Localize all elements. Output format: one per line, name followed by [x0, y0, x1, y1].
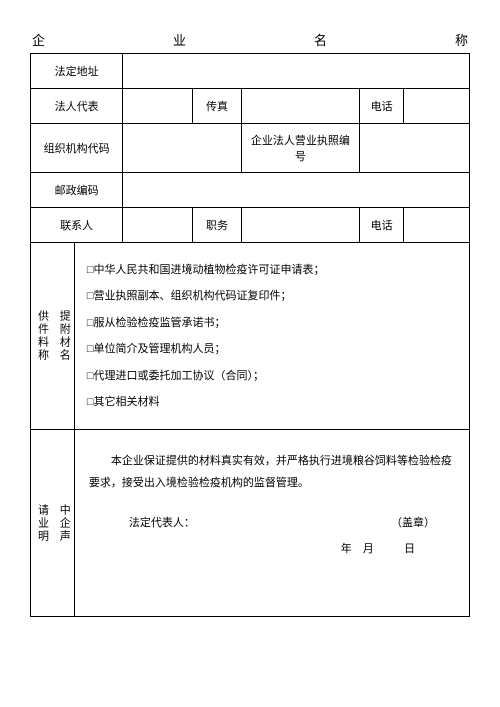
material-item-4: □单位简介及管理机构人员；	[87, 336, 457, 362]
field-contact[interactable]	[123, 208, 193, 243]
label-contact: 联系人	[31, 208, 123, 243]
form-page: 企 业 名 称 法定地址 法人代表 传真 电话 组织机构代码 企业法人营业执照编…	[0, 0, 500, 647]
field-license[interactable]	[360, 124, 470, 173]
label-tel-1: 电话	[360, 89, 404, 124]
material-item-6: □其它相关材料	[87, 389, 457, 415]
date-label: 年 月 日	[341, 538, 415, 560]
form-table: 法定地址 法人代表 传真 电话 组织机构代码 企业法人营业执照编号 邮政编码 联…	[30, 53, 470, 617]
title-char-4: 称	[455, 30, 468, 49]
label-post: 职务	[193, 208, 241, 243]
vlabel-mat-b: 提附材名	[53, 310, 73, 362]
label-address: 法定地址	[31, 54, 123, 89]
date-row: 年 月 日	[89, 534, 455, 560]
title-row: 企 业 名 称	[30, 30, 470, 53]
title-char-1: 企	[32, 30, 45, 49]
declaration-body: 本企业保证提供的材料真实有效，并严格执行进境粮谷饲料等检验检疫要求，接受出入境检…	[89, 450, 455, 494]
label-rep: 法人代表	[31, 89, 123, 124]
material-item-3: □服从检验检疫监管承诺书；	[87, 310, 457, 336]
field-fax[interactable]	[241, 89, 360, 124]
label-fax: 传真	[193, 89, 241, 124]
materials-list: □中华人民共和国进境动植物检疫许可证申请表； □营业执照副本、组织机构代码证复印…	[74, 243, 469, 430]
seal-label: （盖章）	[391, 512, 435, 534]
vlabel-decl-b: 中企声	[53, 504, 73, 543]
label-materials: 供件料称 提附材名	[31, 243, 75, 430]
rep-signature-label: 法定代表人：	[129, 512, 195, 534]
label-tel-2: 电话	[360, 208, 404, 243]
field-tel-1[interactable]	[404, 89, 470, 124]
field-orgcode[interactable]	[123, 124, 242, 173]
vlabel-mat-a: 供件料称	[32, 310, 52, 362]
label-orgcode: 组织机构代码	[31, 124, 123, 173]
vlabel-decl-a: 请业明	[32, 504, 52, 543]
material-item-2: □营业执照副本、组织机构代码证复印件；	[87, 283, 457, 309]
material-item-5: □代理进口或委托加工协议（合同）；	[87, 363, 457, 389]
label-declaration: 请业明 中企声	[31, 430, 75, 617]
field-tel-2[interactable]	[404, 208, 470, 243]
label-postcode: 邮政编码	[31, 173, 123, 208]
field-rep[interactable]	[123, 89, 193, 124]
title-char-2: 业	[173, 30, 186, 49]
declaration-cell: 本企业保证提供的材料真实有效，并严格执行进境粮谷饲料等检验检疫要求，接受出入境检…	[74, 430, 469, 617]
field-address[interactable]	[123, 54, 470, 89]
signature-row: 法定代表人： （盖章）	[89, 512, 455, 534]
field-post[interactable]	[241, 208, 360, 243]
label-license: 企业法人营业执照编号	[241, 124, 360, 173]
material-item-1: □中华人民共和国进境动植物检疫许可证申请表；	[87, 257, 457, 283]
title-char-3: 名	[314, 30, 327, 49]
field-postcode[interactable]	[123, 173, 470, 208]
